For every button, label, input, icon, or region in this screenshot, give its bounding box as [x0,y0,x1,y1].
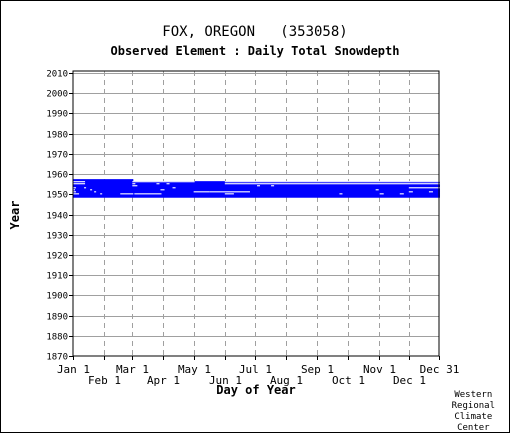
y-tick-label: 1980 [46,131,68,141]
year-observation-band [73,185,441,188]
chart-title: FOX, OREGON (353058) [162,24,348,40]
missing-data-gap [166,183,170,185]
missing-data-gap [339,193,343,195]
missing-data-gap [379,193,384,195]
x-axis-label: Day of Year [216,383,296,397]
x-tick-label: Sep 1 [301,363,334,376]
y-tick-label: 1900 [46,292,68,302]
missing-data-gap [94,191,97,193]
x-tick-label: Jan 1 [57,363,90,376]
x-tick-label: Mar 1 [116,363,149,376]
x-tick-label: Feb 1 [88,374,121,387]
missing-data-gap [90,189,93,191]
data-series [73,179,441,198]
y-tick-label: 1970 [46,151,68,161]
chart-subtitle: Observed Element : Daily Total Snowdepth [110,44,400,58]
missing-data-gap [172,187,176,189]
missing-data-gap [257,185,261,187]
y-tick-label: 1910 [46,272,68,282]
y-tick-label: 1950 [46,191,68,201]
year-observation-band [73,181,441,184]
missing-data-gap [73,189,76,191]
missing-data-gap [84,187,87,189]
wrcc-credit: Western Regional Climate Center [451,390,495,433]
missing-data-gap [375,189,379,191]
missing-data-gap [209,191,250,193]
x-tick-label: Jun 1 [209,374,242,387]
x-tick-label: May 1 [178,363,211,376]
x-tick-label: Apr 1 [147,374,180,387]
y-tick-label: 1870 [46,353,68,363]
missing-data-gap [160,189,165,191]
y-axis-label: Year [8,200,22,230]
missing-data-gap [132,185,138,187]
year-observation-band [73,179,134,182]
year-observation-band [73,195,441,198]
missing-data-gap [428,191,433,193]
missing-data-gap [399,193,404,195]
y-tick-label: 1920 [46,252,68,262]
missing-data-gap [408,187,441,189]
missing-data-gap [120,193,134,195]
y-tick-label: 1930 [46,232,68,242]
missing-data-gap [132,181,195,183]
missing-data-gap [156,183,160,185]
missing-data-gap [224,183,441,185]
y-tick-label: 1940 [46,212,68,222]
year-observation-band [73,187,441,190]
missing-data-gap [224,181,441,183]
x-tick-label: Dec 31 [420,363,460,376]
missing-data-gap [132,183,136,185]
missing-data-gap [73,181,86,183]
y-tick-label: 2000 [46,90,68,100]
x-tick-label: Oct 1 [332,374,365,387]
x-tick-label: Aug 1 [270,374,303,387]
x-tick-label: Nov 1 [363,363,396,376]
year-observation-band [73,193,441,196]
y-axis-ticks: 2010 2000 1990 1980 1970 1960 1950 1940 1930 1920… [46,70,73,363]
missing-data-gap [73,191,77,193]
missing-data-gap [134,193,162,195]
missing-data-gap [193,191,210,193]
x-tick-label: Dec 1 [393,374,426,387]
missing-data-gap [408,191,413,193]
missing-data-gap [73,187,77,189]
year-observation-band [73,189,441,192]
year-observation-band [73,183,441,186]
x-tick-label: Jul 1 [239,363,272,376]
y-tick-label: 1990 [46,110,68,120]
missing-data-gaps [73,181,441,195]
y-tick-label: 2010 [46,70,68,80]
year-observation-band [73,191,441,194]
y-tick-label: 1960 [46,171,68,181]
missing-data-gap [271,185,275,187]
missing-data-gap [224,193,234,195]
missing-data-gap [100,193,103,195]
y-tick-label: 1890 [46,313,68,323]
y-tick-label: 1880 [46,333,68,343]
missing-data-gap [73,193,80,195]
missing-data-gap [73,183,86,185]
